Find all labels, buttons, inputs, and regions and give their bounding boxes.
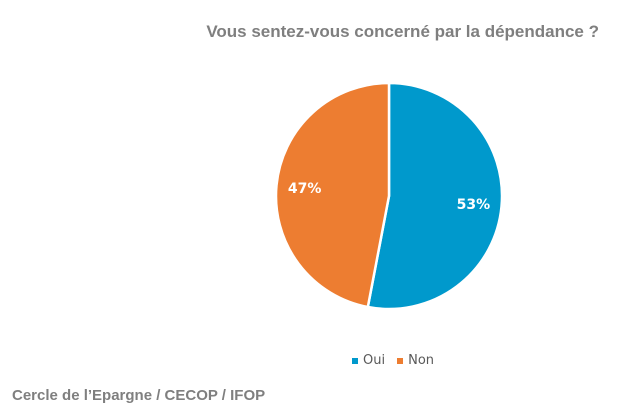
legend: Oui Non — [352, 353, 434, 368]
pie-slice-non — [274, 81, 391, 309]
source-credit: Cercle de l’Epargne / CECOP / IFOP — [12, 387, 266, 404]
legend-item-non: Non — [397, 353, 434, 368]
legend-item-oui: Oui — [352, 353, 385, 368]
legend-label-non: Non — [408, 353, 435, 368]
legend-swatch-oui — [352, 357, 358, 364]
data-label-oui: 53% — [457, 197, 491, 213]
data-label-non: 47% — [288, 181, 322, 197]
legend-swatch-non — [397, 357, 404, 364]
legend-label-oui: Oui — [363, 353, 386, 368]
chart-title: Vous sentez-vous concerné par la dépenda… — [206, 22, 599, 41]
pie-slice-oui — [366, 81, 504, 311]
